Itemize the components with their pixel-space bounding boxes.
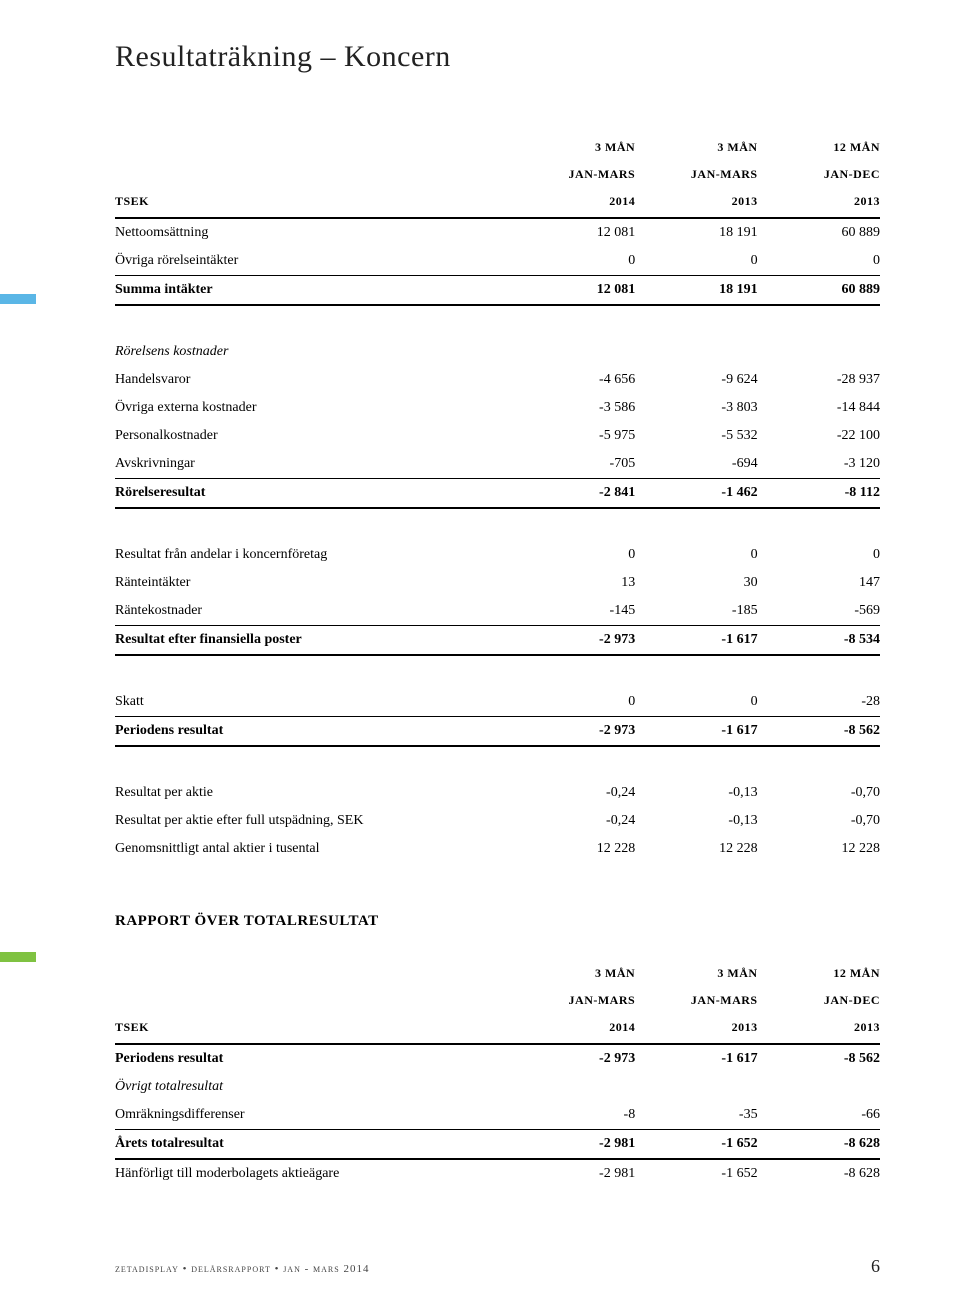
col2-l2: JAN-MARS xyxy=(635,161,757,188)
table-row: Periodens resultat -2 973 -1 617 -8 562 xyxy=(115,717,880,747)
rowhead: TSEK xyxy=(115,188,513,218)
table-row: Personalkostnader -5 975 -5 532 -22 100 xyxy=(115,422,880,450)
col2-l3: 2013 xyxy=(635,188,757,218)
footer-text: zetadisplay • delårsrapport • jan - mars… xyxy=(115,1263,369,1275)
table-row: Resultat per aktie efter full utspädning… xyxy=(115,807,880,835)
col2-l1: 3 MÅN xyxy=(635,134,757,161)
table-row: Övriga externa kostnader -3 586 -3 803 -… xyxy=(115,394,880,422)
table-row: Övriga rörelseintäkter 0 0 0 xyxy=(115,247,880,276)
section-title: RAPPORT ÖVER TOTALRESULTAT xyxy=(115,913,880,930)
col3-l2: JAN-DEC xyxy=(758,161,880,188)
table-row: Hänförligt till moderbolagets aktieägare… xyxy=(115,1159,880,1188)
table-row: Resultat efter finansiella poster -2 973… xyxy=(115,626,880,656)
table-row: Skatt 0 0 -28 xyxy=(115,688,880,717)
table-row: Summa intäkter 12 081 18 191 60 889 xyxy=(115,276,880,306)
table-row: Genomsnittligt antal aktier i tusental 1… xyxy=(115,835,880,863)
table-row: Resultat per aktie -0,24 -0,13 -0,70 xyxy=(115,779,880,807)
col3-l1: 12 MÅN xyxy=(758,134,880,161)
table-row: Räntekostnader -145 -185 -569 xyxy=(115,597,880,626)
col3-l3: 2013 xyxy=(758,188,880,218)
page-title: Resultaträkning – Koncern xyxy=(115,40,880,74)
table-row: Rörelseresultat -2 841 -1 462 -8 112 xyxy=(115,479,880,509)
table-row: Ränteintäkter 13 30 147 xyxy=(115,569,880,597)
col1-l3: 2014 xyxy=(513,188,635,218)
col1-l1: 3 MÅN xyxy=(513,134,635,161)
table-row: Övrigt totalresultat xyxy=(115,1073,880,1101)
comprehensive-income-table: 3 MÅN 3 MÅN 12 MÅN JAN-MARS JAN-MARS JAN… xyxy=(115,960,880,1188)
table-row: Rörelsens kostnader xyxy=(115,338,880,366)
side-marker-blue xyxy=(0,294,36,304)
table-row: Årets totalresultat -2 981 -1 652 -8 628 xyxy=(115,1130,880,1160)
table-row: Avskrivningar -705 -694 -3 120 xyxy=(115,450,880,479)
income-statement-table: 3 MÅN 3 MÅN 12 MÅN JAN-MARS JAN-MARS JAN… xyxy=(115,134,880,863)
table-row: Omräkningsdifferenser -8 -35 -66 xyxy=(115,1101,880,1130)
table-row: Periodens resultat -2 973 -1 617 -8 562 xyxy=(115,1044,880,1073)
table-row: Nettoomsättning 12 081 18 191 60 889 xyxy=(115,218,880,247)
table-row: Resultat från andelar i koncernföretag 0… xyxy=(115,541,880,569)
page-number: 6 xyxy=(871,1256,880,1277)
table-row: Handelsvaror -4 656 -9 624 -28 937 xyxy=(115,366,880,394)
page: Resultaträkning – Koncern 3 MÅN 3 MÅN 12… xyxy=(0,0,960,1305)
side-marker-green xyxy=(0,952,36,962)
col1-l2: JAN-MARS xyxy=(513,161,635,188)
